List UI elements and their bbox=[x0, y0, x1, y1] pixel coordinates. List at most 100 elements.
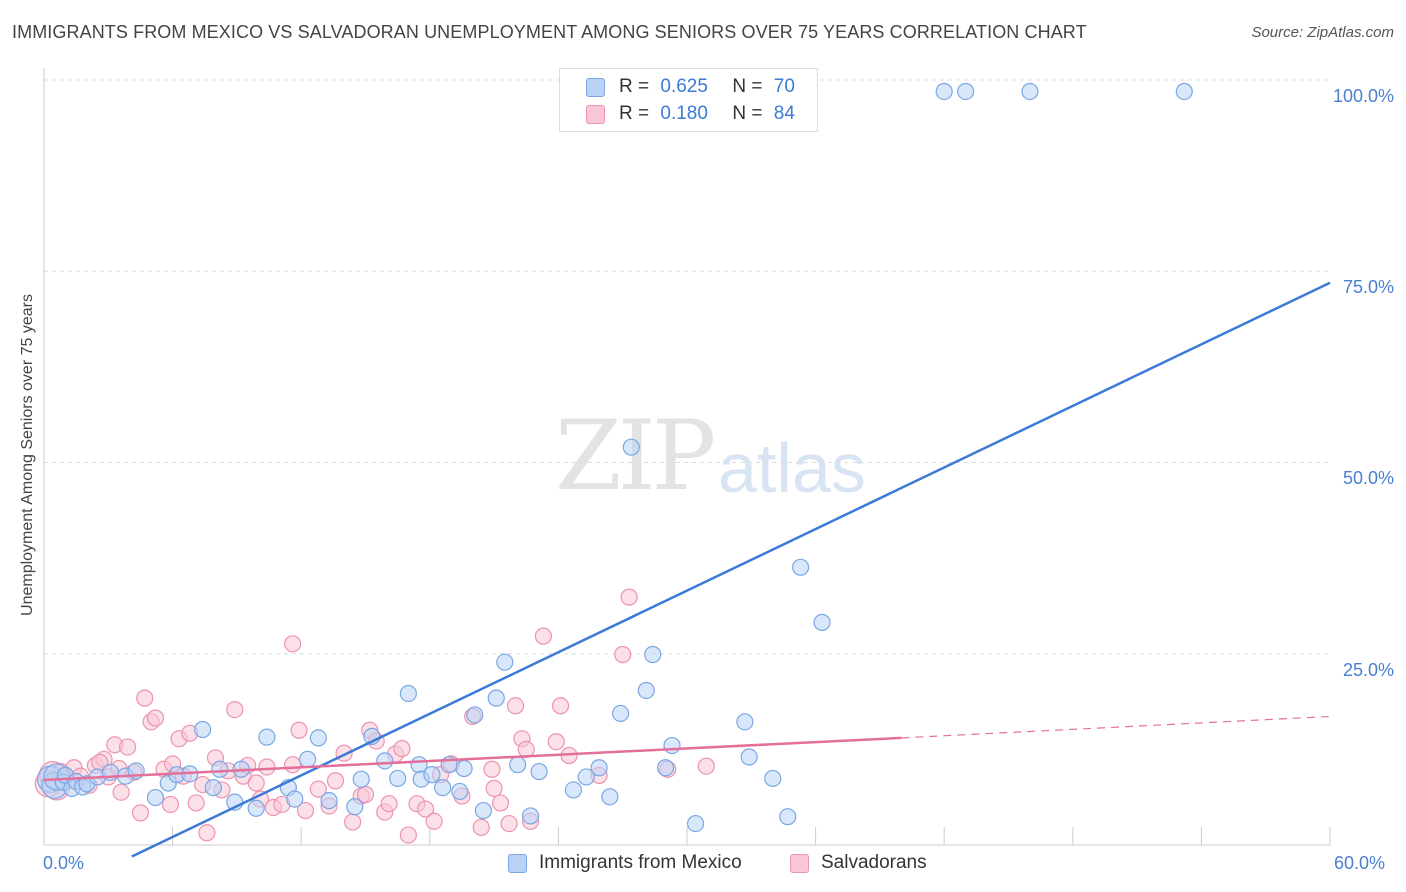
mexico-point bbox=[286, 790, 304, 808]
mexico-point bbox=[346, 798, 364, 816]
salvadoran-point bbox=[416, 800, 435, 818]
mexico-point bbox=[258, 728, 276, 746]
mexico-point bbox=[577, 768, 595, 786]
salvadoran-point bbox=[491, 794, 510, 812]
mexico-point bbox=[957, 82, 975, 101]
mexico-point bbox=[521, 807, 540, 825]
mexico-point bbox=[320, 792, 338, 810]
mexico-trend-line bbox=[131, 281, 1331, 858]
salvadoran-point bbox=[112, 783, 130, 801]
mexico-point bbox=[764, 769, 782, 788]
bottom-legend-swatch-pink bbox=[790, 853, 809, 873]
mexico-point bbox=[601, 788, 619, 806]
mexico-point bbox=[564, 781, 583, 799]
mexico-point bbox=[779, 808, 797, 826]
mexico-point bbox=[740, 748, 758, 766]
mexico-point bbox=[309, 729, 327, 747]
salvadoran-point bbox=[187, 794, 205, 812]
salvadoran-point bbox=[614, 645, 632, 664]
salvadoran-point bbox=[284, 635, 302, 653]
salvadoran-point bbox=[620, 588, 638, 606]
mexico-point bbox=[352, 770, 370, 788]
salvadoran-point bbox=[483, 760, 501, 778]
salvadoran-point bbox=[500, 814, 518, 833]
salvadoran-point bbox=[380, 795, 398, 813]
salvadoran-point bbox=[146, 709, 165, 727]
salvadoran-point bbox=[118, 738, 137, 756]
mexico-point bbox=[935, 82, 953, 101]
mexico-point bbox=[509, 756, 527, 774]
mexico-point bbox=[474, 801, 492, 820]
salvadoran-trend-line bbox=[43, 736, 902, 782]
y-tick-label: 25.0% bbox=[1342, 660, 1394, 680]
salvadoran-point bbox=[393, 740, 411, 758]
mexico-point bbox=[644, 645, 662, 664]
watermark-zip: ZIP bbox=[555, 400, 716, 512]
salvadoran-point bbox=[284, 756, 302, 774]
mexico-point bbox=[451, 782, 469, 801]
mexico-point bbox=[590, 759, 608, 777]
mexico-point bbox=[466, 706, 484, 724]
mexico-point bbox=[376, 752, 394, 770]
x-tick-label: 60.0% bbox=[1334, 853, 1386, 873]
salvadoran-point bbox=[472, 818, 490, 837]
mexico-point bbox=[530, 762, 548, 781]
salvadoran-point bbox=[198, 824, 216, 842]
salvadoran-point bbox=[485, 779, 503, 797]
mexico-point bbox=[791, 558, 810, 576]
legend-r-value: 0.180 bbox=[660, 103, 708, 124]
mexico-point bbox=[496, 653, 514, 671]
mexico-point bbox=[736, 713, 754, 731]
legend-r-label: R = bbox=[619, 103, 655, 124]
y-tick-label: 50.0% bbox=[1342, 468, 1394, 488]
legend-n-value: 70 bbox=[773, 76, 795, 97]
legend-n-value: 84 bbox=[773, 103, 795, 124]
mexico-point bbox=[204, 779, 222, 797]
mexico-point bbox=[1175, 82, 1193, 101]
salvadoran-point bbox=[296, 801, 315, 820]
salvadoran-point bbox=[326, 772, 345, 790]
legend: R = 0.625 N = 70 R = 0.180 N = 84 bbox=[559, 68, 818, 132]
salvadoran-point bbox=[309, 780, 327, 798]
salvadoran-point bbox=[425, 812, 443, 830]
bottom-legend-mexico: Immigrants from Mexico bbox=[508, 852, 742, 874]
salvadoran-point bbox=[161, 795, 180, 814]
mexico-point bbox=[813, 613, 831, 631]
salvadoran-point bbox=[506, 697, 525, 715]
y-axis-label: Unemployment Among Seniors over 75 years bbox=[19, 294, 36, 616]
mexico-point bbox=[611, 704, 630, 723]
mexico-point bbox=[455, 759, 473, 778]
legend-row-salvadorans: R = 0.180 N = 84 bbox=[586, 102, 795, 126]
salvadoran-point bbox=[258, 758, 276, 776]
salvadoran-point bbox=[131, 804, 150, 822]
mexico-point bbox=[434, 779, 452, 797]
mexico-point bbox=[656, 759, 675, 777]
salvadoran-point bbox=[551, 697, 570, 715]
mexico-point bbox=[299, 750, 317, 768]
salvadoran-point bbox=[344, 813, 362, 831]
salvadoran-point bbox=[399, 826, 417, 844]
mexico-point bbox=[146, 788, 165, 807]
salvadoran-trend-extension bbox=[901, 715, 1331, 739]
legend-r-label: R = bbox=[619, 76, 655, 97]
legend-n-label: N = bbox=[732, 76, 768, 97]
y-tick-label: 100.0% bbox=[1332, 86, 1394, 106]
source-label: Source: ZipAtlas.com bbox=[1251, 24, 1394, 41]
legend-swatch-pink bbox=[586, 104, 605, 124]
salvadoran-point bbox=[534, 627, 552, 645]
legend-r-value: 0.625 bbox=[660, 76, 708, 97]
mexico-point bbox=[622, 438, 640, 456]
watermark-atlas: atlas bbox=[718, 429, 866, 507]
mexico-point bbox=[423, 766, 441, 784]
salvadoran-point bbox=[247, 774, 265, 792]
legend-row-mexico: R = 0.625 N = 70 bbox=[586, 75, 795, 99]
mexico-point bbox=[399, 684, 417, 703]
mexico-point bbox=[194, 720, 212, 739]
bottom-legend-salvadorans: Salvadorans bbox=[790, 852, 927, 874]
mexico-point bbox=[1021, 82, 1039, 101]
y-tick-label: 75.0% bbox=[1342, 277, 1394, 297]
x-tick-label: 0.0% bbox=[43, 853, 85, 873]
legend-swatch-blue bbox=[586, 77, 605, 97]
mexico-point bbox=[389, 769, 407, 788]
